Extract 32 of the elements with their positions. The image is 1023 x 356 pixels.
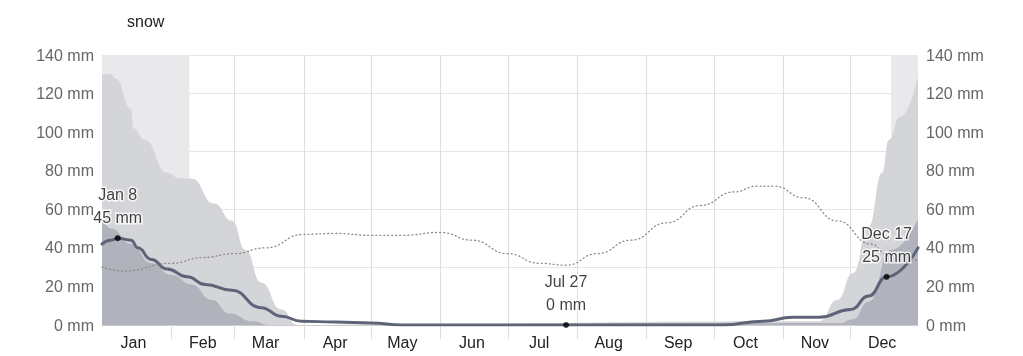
x-tick-label: Dec bbox=[867, 333, 897, 351]
x-tick-label: Jan bbox=[120, 333, 147, 351]
y-tick-label: 20 mm bbox=[45, 277, 94, 295]
y2-tick-label: 80 mm bbox=[926, 162, 975, 180]
x-tick-label: Aug bbox=[594, 333, 623, 351]
x-tick-label: Feb bbox=[189, 333, 217, 351]
y2-tick-label: 120 mm bbox=[926, 85, 984, 103]
y-tick-label: 60 mm bbox=[45, 200, 94, 218]
y-tick-label: 100 mm bbox=[36, 123, 94, 141]
y-tick-label: 120 mm bbox=[36, 85, 94, 103]
y2-tick-label: 0 mm bbox=[926, 316, 966, 334]
x-tick-label: Mar bbox=[251, 333, 281, 351]
x-tick-label: May bbox=[387, 333, 418, 351]
y2-tick-label: 20 mm bbox=[926, 277, 975, 295]
x-tick-label: Jul bbox=[528, 333, 550, 351]
y2-tick-label: 140 mm bbox=[926, 46, 984, 64]
x-tick-label: Oct bbox=[732, 333, 759, 351]
x-tick-label: Sep bbox=[663, 333, 693, 351]
annotation: Jul 27 0 mm bbox=[544, 273, 588, 313]
y-tick-label: 0 mm bbox=[54, 316, 94, 334]
annotation: Jan 8 45 mm bbox=[93, 186, 143, 227]
y-tick-label: 80 mm bbox=[45, 162, 94, 180]
y-tick-label: 40 mm bbox=[45, 239, 94, 257]
y-tick-label: 140 mm bbox=[36, 46, 94, 64]
x-tick-label: Nov bbox=[800, 333, 830, 351]
annotation: Dec 17 25 mm bbox=[861, 224, 913, 265]
x-tick-label: Apr bbox=[322, 333, 349, 351]
y2-tick-label: 40 mm bbox=[926, 239, 975, 257]
band-label: snow bbox=[127, 12, 165, 30]
y2-tick-label: 60 mm bbox=[926, 200, 975, 218]
x-tick-label: Jun bbox=[458, 333, 485, 351]
y2-tick-label: 100 mm bbox=[926, 123, 984, 141]
